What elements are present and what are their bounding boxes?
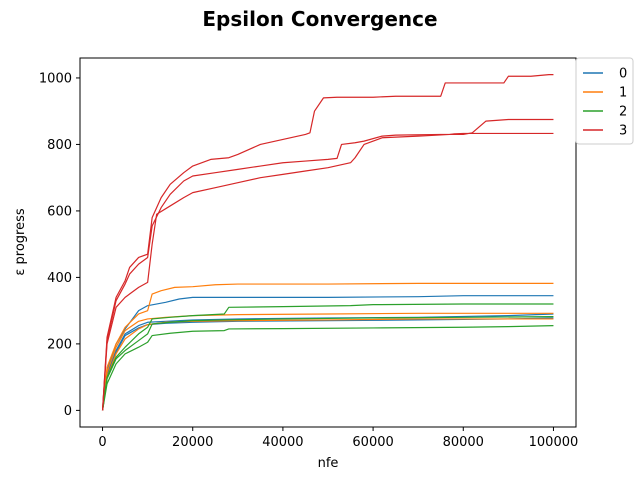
y-axis-label: ε progress <box>13 208 28 276</box>
x-tick-label: 20000 <box>172 435 213 450</box>
legend-label-2: 2 <box>619 105 627 120</box>
plot-frame <box>79 57 577 428</box>
legend-box <box>575 57 634 145</box>
series-1-line-3 <box>101 282 554 411</box>
y-tick-label: 0 <box>64 404 72 419</box>
y-tick-label: 800 <box>47 138 72 153</box>
legend-label-1: 1 <box>619 86 627 101</box>
x-tick-label: 60000 <box>352 435 393 450</box>
y-tick-label: 200 <box>47 337 72 352</box>
chart-title: Epsilon Convergence <box>202 7 437 31</box>
y-ticks: 0 200 400 600 800 1000 <box>39 71 80 419</box>
series-3-line-11 <box>101 132 554 411</box>
legend: 0 1 2 3 <box>575 57 634 145</box>
series-3-line-9 <box>101 74 554 411</box>
x-tick-label: 0 <box>98 435 106 450</box>
y-tick-label: 1000 <box>39 71 72 86</box>
series-2-line-8 <box>101 325 554 411</box>
series-2-line-6 <box>101 303 554 411</box>
x-tick-label: 40000 <box>262 435 303 450</box>
x-tick-label: 80000 <box>443 435 484 450</box>
x-ticks: 0 20000 40000 60000 80000 100000 <box>98 427 578 450</box>
legend-label-3: 3 <box>619 124 627 139</box>
x-axis-label: nfe <box>318 456 339 471</box>
series-2-line-7 <box>101 316 554 411</box>
series-layer <box>101 74 554 411</box>
plot-area <box>80 58 576 427</box>
y-tick-label: 400 <box>47 271 72 286</box>
x-tick-label: 100000 <box>529 435 579 450</box>
y-tick-label: 600 <box>47 204 72 219</box>
legend-label-0: 0 <box>619 67 627 82</box>
